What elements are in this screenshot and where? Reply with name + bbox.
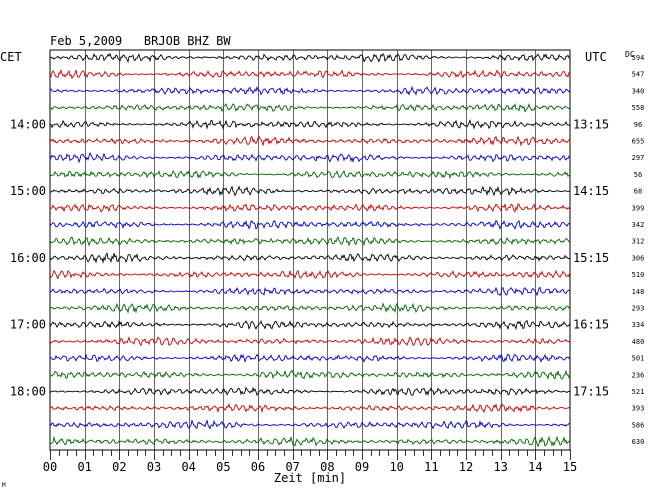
plot-frame	[49, 49, 571, 451]
dc-value: 586	[632, 421, 645, 429]
trace-line	[49, 185, 571, 197]
dc-value: 558	[632, 104, 645, 112]
x-tick-label: 07	[285, 460, 299, 474]
left-hour-label: 18:00	[10, 385, 46, 399]
x-axis: 00 01 02 03 04 05 06 07 08 09 10 11 12 13 14 15	[43, 450, 577, 474]
dc-value: 342	[632, 221, 645, 229]
x-tick-label: 06	[251, 460, 265, 474]
dc-value: 340	[632, 87, 645, 95]
trace-line	[49, 102, 571, 113]
dc-value: 68	[634, 188, 642, 196]
trace-line	[49, 335, 571, 347]
right-timezone-label: UTC	[585, 50, 607, 64]
trace-line	[49, 269, 571, 280]
trace-line	[49, 252, 571, 264]
trace-line	[49, 85, 571, 96]
left-hour-label: 14:00	[10, 117, 46, 131]
dc-column-header: DC	[625, 50, 635, 59]
x-tick-label: 10	[389, 460, 403, 474]
trace-line	[49, 68, 571, 80]
dc-value: 399	[632, 204, 645, 212]
x-tick-label: 14	[528, 460, 542, 474]
right-hour-label: 15:15	[573, 251, 609, 265]
trace-line	[49, 402, 571, 414]
x-tick-label: 01	[77, 460, 91, 474]
trace-line	[49, 302, 570, 314]
dc-value: 594	[632, 54, 645, 62]
dc-value: 96	[634, 121, 642, 129]
trace-line	[49, 119, 571, 130]
trace-line	[49, 169, 571, 180]
x-tick-label: 00	[43, 460, 57, 474]
trace-line	[49, 236, 571, 247]
right-hour-label: 17:15	[573, 385, 609, 399]
right-hour-label: 14:15	[573, 184, 609, 198]
trace-line	[49, 419, 571, 430]
corner-mark: M	[2, 482, 6, 489]
trace-line	[49, 353, 571, 363]
left-timezone-label: CET	[0, 50, 22, 64]
dc-value: 312	[632, 238, 645, 246]
dc-value: 306	[632, 254, 645, 262]
x-tick-label: 04	[181, 460, 195, 474]
x-tick-label: 09	[355, 460, 369, 474]
dc-value: 521	[632, 388, 645, 396]
dc-value: 293	[632, 305, 645, 313]
trace-line	[49, 286, 571, 297]
x-tick-label: 15	[563, 460, 577, 474]
dc-value: 480	[632, 338, 645, 346]
trace-line	[49, 135, 571, 147]
trace-line	[49, 386, 571, 397]
right-hour-label: 13:15	[573, 117, 609, 131]
dc-value: 501	[632, 355, 645, 363]
right-hour-label: 16:15	[573, 318, 609, 332]
dc-value: 148	[632, 288, 645, 296]
dc-value: 236	[632, 371, 645, 379]
dc-value: 510	[632, 271, 645, 279]
trace-line	[49, 52, 571, 64]
trace-line	[49, 151, 571, 164]
x-tick-label: 02	[112, 460, 126, 474]
plot-grid	[49, 49, 571, 451]
trace-line	[49, 219, 571, 230]
chart-title: Feb 5,2009 BRJOB BHZ BW	[50, 34, 231, 48]
left-hour-label: 17:00	[10, 318, 46, 332]
trace-line	[49, 319, 571, 331]
x-tick-label: 11	[424, 460, 438, 474]
x-tick-label: 03	[147, 460, 161, 474]
dc-value: 56	[634, 171, 642, 179]
trace-line	[49, 369, 571, 380]
trace-line	[49, 203, 571, 213]
dc-value: 655	[632, 138, 645, 146]
row-labels: 594 547 340 558 14:00 13:15 96 655 297 56 15:00 14:…	[10, 54, 644, 446]
dc-value: 630	[632, 438, 645, 446]
dc-value: 547	[632, 71, 645, 79]
x-tick-label: 05	[216, 460, 230, 474]
seismic-traces	[49, 52, 571, 448]
dc-value: 393	[632, 405, 645, 413]
left-hour-label: 15:00	[10, 184, 46, 198]
dc-value: 297	[632, 154, 645, 162]
dc-value: 334	[632, 321, 645, 329]
x-tick-label: 08	[320, 460, 334, 474]
x-axis-label: Zeit [min]	[274, 471, 346, 485]
left-hour-label: 16:00	[10, 251, 46, 265]
x-tick-label: 12	[459, 460, 473, 474]
trace-line	[49, 435, 571, 448]
x-tick-label: 13	[493, 460, 507, 474]
